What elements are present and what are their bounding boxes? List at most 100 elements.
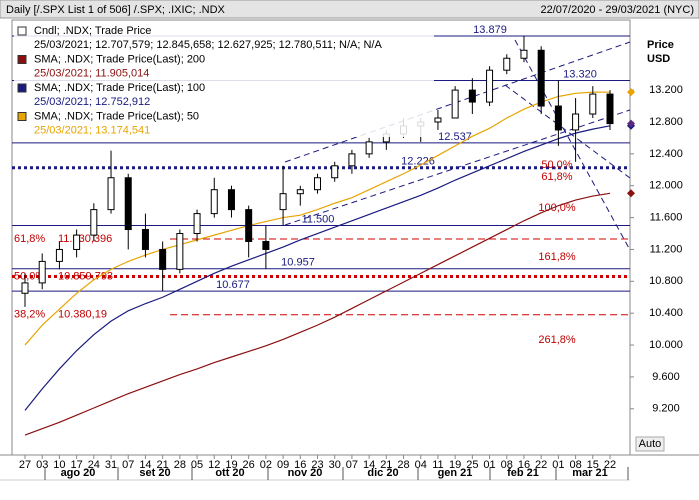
legend-detail: 25/03/2021; 13.174,541 [34, 124, 150, 136]
down-trend-2 [504, 84, 631, 179]
y-tick-label: 13.200 [649, 84, 683, 96]
x-tick-label: 17 [70, 459, 82, 471]
level-label: 10.677 [216, 279, 250, 291]
candle-body [554, 105, 562, 131]
legend-name: SMA; .NDX; Trade Price(Last); 200 [34, 53, 205, 65]
y-tick-label: 9.600 [652, 371, 680, 383]
x-tick-label: 02 [260, 459, 272, 471]
y-tick-label: 12.800 [649, 116, 683, 128]
auto-button[interactable] [635, 436, 665, 452]
support-label: 12.226 [401, 156, 435, 168]
candle-body [537, 49, 545, 107]
level-label: 13.879 [473, 24, 507, 36]
legend-detail: 25/03/2021; 12.707,579; 12.845,658; 12.6… [34, 39, 382, 51]
x-tick-label: 28 [174, 459, 186, 471]
last-value-marker [627, 88, 635, 97]
candle-body [606, 93, 614, 125]
x-tick-label: 01 [483, 459, 495, 471]
month-label: dic 20 [367, 467, 398, 479]
candle-body [468, 89, 476, 103]
x-tick-label: 28 [397, 459, 409, 471]
fib-right-label: 50,0% [541, 159, 572, 171]
x-tick-label: 04 [415, 459, 427, 471]
fib-right-label: 161,8% [538, 251, 576, 263]
x-tick-label: 22 [604, 459, 616, 471]
candle-body [331, 165, 339, 179]
candle-body [314, 177, 321, 191]
candle-body [90, 209, 98, 236]
date-range: 22/07/2020 - 29/03/2021 (NYC) [541, 4, 695, 16]
auto-button-label[interactable]: Auto [639, 438, 662, 450]
fib-right-label: 100,0% [538, 202, 576, 214]
y-axis-label: USD [647, 53, 670, 65]
x-tick-label: 07 [346, 459, 358, 471]
month-label: ago 20 [61, 467, 96, 479]
candle-body [210, 189, 218, 215]
month-label: feb 21 [507, 467, 539, 479]
candle-body [572, 113, 580, 131]
legend-swatch [17, 55, 27, 64]
candle-body [21, 282, 29, 294]
x-tick-label: 21 [157, 459, 169, 471]
candle-body [348, 153, 356, 167]
sma-line [24, 192, 611, 436]
fib-pct: 50,0% [14, 270, 45, 282]
month-label: set 20 [139, 467, 170, 479]
y-tick-label: 10.800 [649, 275, 683, 287]
x-tick-label: 27 [19, 459, 31, 471]
candle-body [141, 229, 149, 250]
legend-name: SMA; .NDX; Trade Price(Last); 100 [34, 82, 205, 94]
x-tick-label: 26 [243, 459, 255, 471]
fib-value: 10.859,793 [58, 270, 113, 282]
y-tick-label: 10.400 [649, 307, 683, 319]
y-tick-label: 10.000 [649, 339, 683, 351]
legend-swatch [17, 83, 27, 93]
last-value-marker [627, 119, 635, 128]
y-tick-label: 11.200 [650, 243, 683, 255]
candle-body [520, 49, 528, 59]
chart-title: Daily [/.SPX List 1 of 506] /.SPX; .IXIC… [6, 4, 226, 16]
candle-body [503, 57, 511, 71]
legend-name: SMA; .NDX; Trade Price(Last); 50 [34, 110, 199, 122]
candle-body [55, 248, 63, 262]
candle-body [73, 234, 81, 250]
y-axis-label: Price [647, 39, 674, 51]
candle-body [589, 93, 597, 115]
fib-pct: 61,8% [14, 233, 45, 245]
y-tick-label: 12.400 [649, 148, 683, 160]
x-tick-label: 23 [311, 459, 323, 471]
fib-right-label: 261,8% [538, 334, 576, 346]
fib-right-label: 61,8% [541, 171, 572, 183]
legend-swatch [17, 26, 27, 36]
candle-body [227, 189, 235, 211]
level-label: 13.320 [563, 68, 597, 80]
x-tick-label: 07 [122, 459, 134, 471]
candle-body [262, 240, 270, 250]
x-tick-label: 12 [208, 459, 220, 471]
candle-body [486, 69, 494, 103]
x-tick-label: 30 [329, 459, 341, 471]
x-tick-label: 08 [501, 459, 513, 471]
x-tick-label: 21 [380, 459, 392, 471]
month-label: nov 20 [288, 467, 323, 479]
x-tick-label: 03 [36, 459, 48, 471]
y-tick-label: 11.600 [650, 211, 683, 223]
x-tick-label: 16 [294, 459, 306, 471]
candle-body [193, 213, 201, 235]
legend: Cndl; .NDX; Trade Price 25/03/2021; 12.70… [14, 23, 434, 137]
level-label: 11.500 [302, 213, 335, 225]
x-tick-label: 24 [88, 459, 100, 471]
legend-name: Cndl; .NDX; Trade Price [34, 25, 151, 37]
last-value-marker [627, 189, 635, 198]
sma-line [24, 125, 611, 411]
x-tick-label: 15 [587, 459, 599, 471]
x-tick-label: 08 [569, 459, 581, 471]
x-tick-label: 22 [535, 459, 547, 471]
candle-body [296, 189, 304, 195]
x-tick-label: 16 [518, 459, 530, 471]
month-label: ott 20 [215, 467, 244, 479]
x-tick-label: 19 [225, 459, 237, 471]
level-label: 10.957 [281, 257, 315, 269]
x-tick-label: 09 [277, 459, 289, 471]
candle-body [365, 141, 373, 155]
